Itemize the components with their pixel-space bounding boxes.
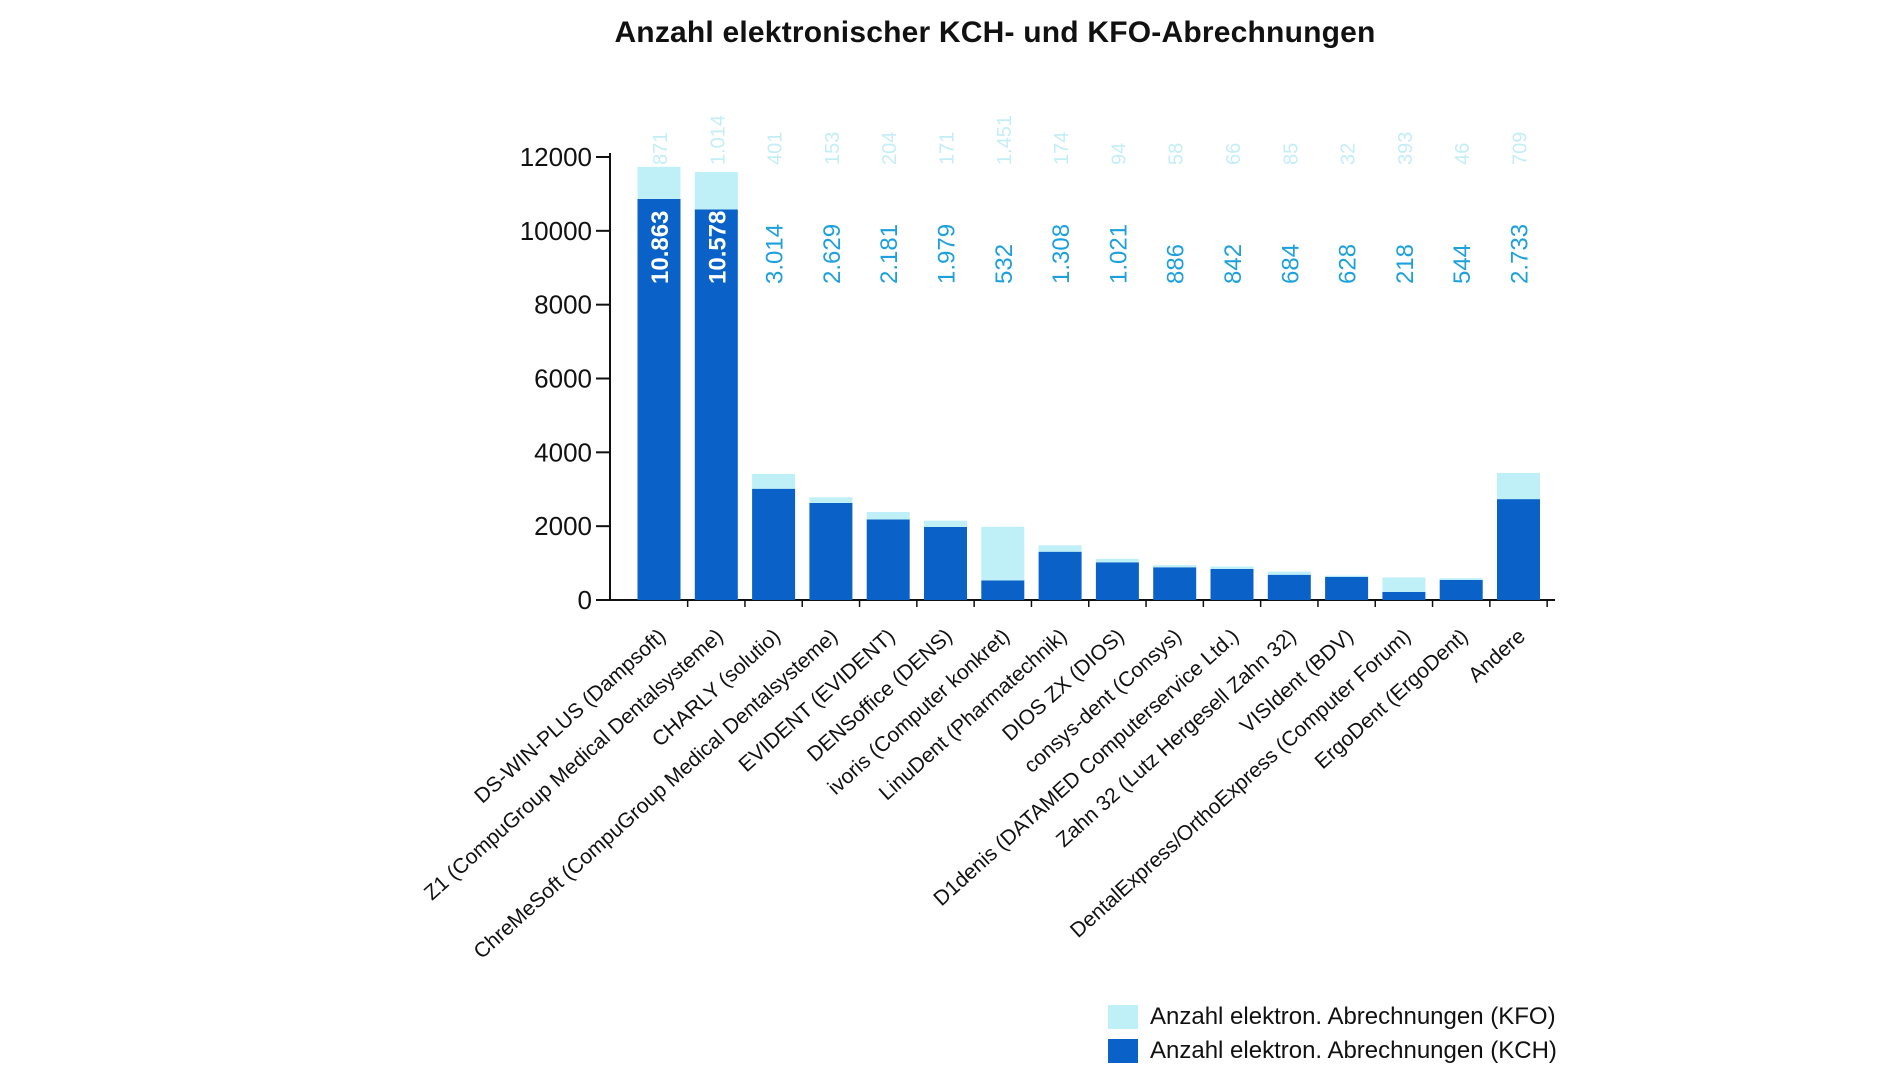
kch-value-label: 842 [1220,244,1247,284]
kch-value-label: 2.733 [1507,224,1534,284]
kch-value-label: 218 [1392,244,1419,284]
bar-kfo [866,511,910,520]
bar-kch [1210,568,1254,600]
bar-kch [981,580,1025,600]
bar-kch [1038,551,1082,600]
kfo-value-label: 709 [1510,132,1532,165]
bar-kfo [1325,575,1369,577]
bar-kch [1153,567,1197,600]
kch-value-label: 1.308 [1048,224,1075,284]
kfo-value-label: 871 [650,132,672,165]
legend-label-kch: Anzahl elektron. Abrechnungen (KCH) [1150,1037,1557,1064]
legend-swatch-kfo [1108,1005,1138,1029]
legend-item-kfo: Anzahl elektron. Abrechnungen (KFO) [1108,1000,1557,1034]
y-tick-label: 8000 [534,290,592,320]
kch-value-label: 3.014 [762,224,789,284]
kfo-value-label: 32 [1338,143,1360,165]
bar-kch [694,209,738,601]
bar-kch [1439,579,1483,600]
bar-kfo [637,166,681,199]
legend-label-kfo: Anzahl elektron. Abrechnungen (KFO) [1150,1003,1556,1030]
kch-value-label: 2.629 [819,224,846,284]
bar-kch [752,488,796,600]
bar-kch [809,502,853,600]
y-tick-label: 2000 [534,511,592,541]
kfo-value-label: 204 [879,132,901,165]
bar-kfo [1095,558,1139,563]
kfo-value-label: 94 [1108,143,1130,165]
y-tick-label: 10000 [520,216,592,246]
kfo-value-label: 171 [937,132,959,165]
bar-kfo [1439,578,1483,580]
kfo-value-label: 46 [1452,143,1474,165]
bars [637,166,1548,607]
kch-value-label: 10.863 [647,211,674,284]
kch-value-label: 2.181 [876,224,903,284]
bar-kch [1267,574,1311,600]
kfo-value-label: 153 [822,132,844,165]
kch-value-label: 10.578 [704,211,731,284]
kch-value-label: 1.021 [1105,224,1132,284]
kch-value-label: 886 [1163,244,1190,284]
bar-kfo [981,526,1025,581]
legend: Anzahl elektron. Abrechnungen (KFO) Anza… [1108,1000,1557,1068]
value-labels: 10.863 871 10.578 1.014 3.014 401 2.629 153 2.18… [647,115,1534,284]
kfo-value-label: 58 [1166,143,1188,165]
kfo-value-label: 66 [1223,143,1245,165]
bar-kch [866,519,910,600]
bar-kch [1497,499,1540,600]
kch-value-label: 684 [1277,244,1304,284]
kfo-value-label: 1.451 [994,115,1016,165]
bar-kfo [1153,565,1197,568]
bar-kfo [752,473,796,489]
bar-kfo [694,172,738,210]
y-tick-label: 0 [578,585,592,615]
kfo-value-label: 401 [765,132,787,165]
bar-kfo [809,497,853,503]
kfo-value-label: 174 [1051,132,1073,165]
kch-value-label: 1.979 [934,224,961,284]
bar-kfo [1382,577,1426,592]
kfo-value-label: 393 [1395,132,1417,165]
kfo-value-label: 1.014 [707,115,729,165]
kfo-value-label: 85 [1280,143,1302,165]
bar-kfo [1497,472,1540,500]
kch-value-label: 628 [1335,244,1362,284]
bar-kch [637,198,681,600]
y-axis: 0 2000 4000 6000 8000 10000 12000 [520,142,1555,615]
y-tick-label: 4000 [534,437,592,467]
kch-value-label: 544 [1449,244,1476,284]
x-axis-labels: DS-WIN-PLUS (Dampsoft)Z1 (CompuGroup Med… [420,625,1530,964]
chart-title: Anzahl elektronischer KCH- und KFO-Abrec… [614,16,1376,49]
bar-kfo [1038,545,1082,552]
y-tick-label: 6000 [534,364,592,394]
bar-kfo [924,520,967,527]
category-label: Andere [1464,625,1530,687]
legend-swatch-kch [1108,1039,1138,1063]
bar-kch [1095,562,1139,600]
bar-kfo [1210,566,1254,569]
legend-item-kch: Anzahl elektron. Abrechnungen (KCH) [1108,1034,1557,1068]
kch-value-label: 532 [991,244,1018,284]
bar-kch [1382,591,1426,600]
bar-kch [924,526,967,600]
y-tick-label: 12000 [520,142,592,172]
bar-kfo [1267,571,1311,575]
bar-kch [1325,576,1369,600]
